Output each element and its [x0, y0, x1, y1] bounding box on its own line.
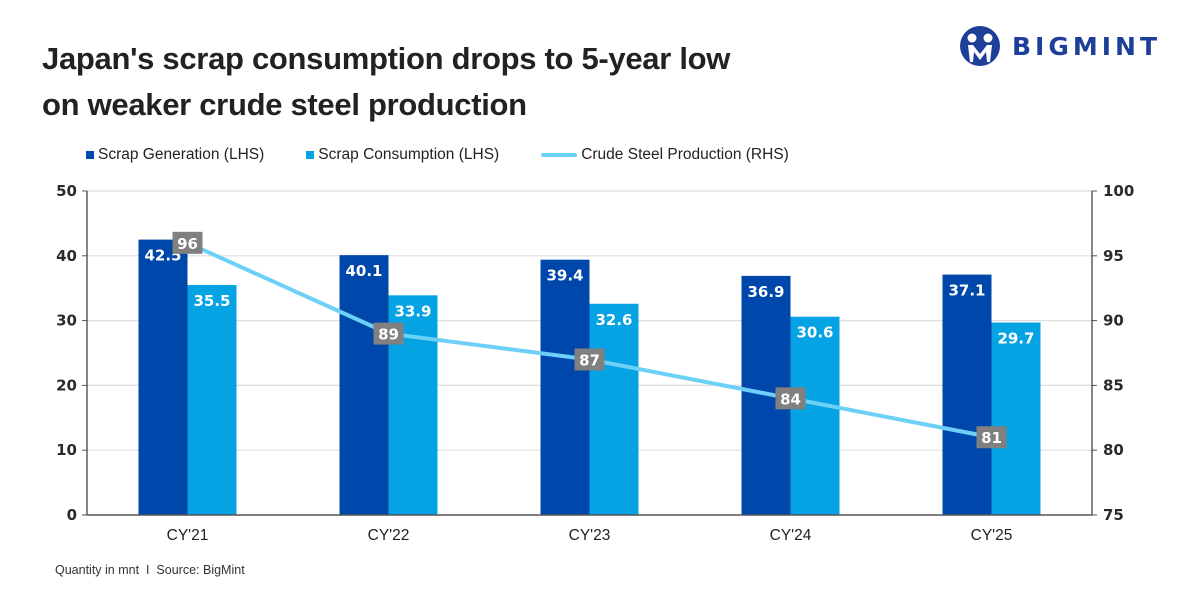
bar-label-scrap-generation: 37.1 — [948, 282, 985, 300]
chart-title-line-1: Japan's scrap consumption drops to 5-yea… — [42, 41, 731, 76]
bar-label-scrap-consumption: 32.6 — [595, 311, 632, 329]
bar-label-scrap-generation: 40.1 — [345, 262, 382, 280]
people-circle-icon — [960, 26, 1000, 66]
right-axis-tick-label: 75 — [1103, 506, 1124, 524]
x-axis-tick-label: CY'24 — [770, 527, 812, 544]
chart-title: Japan's scrap consumption drops to 5-yea… — [42, 36, 730, 128]
chart-legend: Scrap Generation (LHS) Scrap Consumption… — [86, 146, 831, 164]
right-axis-tick-label: 85 — [1103, 376, 1124, 394]
legend-label: Scrap Generation (LHS) — [98, 146, 265, 163]
bar-label-scrap-consumption: 30.6 — [796, 324, 833, 342]
point-label-crude-steel: 96 — [177, 235, 198, 253]
bar-scrap-consumption — [790, 316, 840, 515]
bar-label-scrap-generation: 36.9 — [747, 283, 784, 301]
bar-label-scrap-consumption: 29.7 — [997, 330, 1034, 348]
bar-label-scrap-generation: 39.4 — [546, 267, 583, 285]
left-axis-tick-label: 10 — [56, 441, 77, 459]
legend-label: Crude Steel Production (RHS) — [581, 146, 789, 163]
point-label-box — [574, 348, 605, 371]
logo-text: BIGMINT — [1012, 31, 1162, 61]
data-labels: 42.5 40.1 39.4 36.9 37.1 35.5 33.9 32.6 30.6 29.7… — [144, 231, 1035, 449]
point-label-box — [172, 231, 203, 254]
bar-scrap-generation — [540, 259, 590, 515]
right-axis-tick-label: 100 — [1103, 182, 1134, 200]
left-axis-tick-label: 0 — [67, 506, 77, 524]
bar-label-scrap-generation: 42.5 — [144, 247, 181, 265]
bar-scrap-consumption — [187, 284, 237, 515]
point-label-box — [775, 387, 806, 410]
legend-label: Scrap Consumption (LHS) — [318, 146, 500, 163]
right-axis-tick-label: 90 — [1103, 312, 1124, 330]
point-label-box — [373, 322, 404, 345]
bar-scrap-consumption — [991, 322, 1041, 515]
bars — [138, 239, 1041, 516]
point-label-crude-steel: 89 — [378, 326, 399, 344]
right-axis-tick-label: 95 — [1103, 247, 1124, 265]
point-label-crude-steel: 81 — [981, 429, 1002, 447]
legend-item-scrap-consumption: Scrap Consumption (LHS) — [306, 146, 499, 164]
legend-item-scrap-generation: Scrap Generation (LHS) — [86, 146, 264, 164]
bar-scrap-consumption — [589, 303, 639, 515]
left-axis-tick-label: 20 — [56, 376, 77, 394]
right-axis-tick-label: 80 — [1103, 441, 1124, 459]
legend-line-crude-steel — [541, 153, 578, 157]
axes: 0 10 20 30 40 50 75 80 85 90 95 100 CY'21 CY'22 CY'23 C… — [56, 182, 1134, 544]
x-axis-tick-label: CY'23 — [569, 527, 611, 544]
point-label-box — [976, 426, 1007, 449]
point-label-crude-steel: 87 — [579, 351, 600, 369]
bar-label-scrap-consumption: 33.9 — [394, 302, 431, 320]
left-axis-tick-label: 40 — [56, 247, 77, 265]
left-axis-tick-label: 30 — [56, 312, 77, 330]
x-axis-tick-label: CY'25 — [971, 527, 1013, 544]
legend-item-crude-steel: Crude Steel Production (RHS) — [541, 146, 789, 164]
x-axis-tick-label: CY'22 — [368, 527, 410, 544]
x-axis-tick-label: CY'21 — [167, 527, 209, 544]
footer-note: Quantity in mnt I Source: BigMint — [55, 563, 245, 577]
bar-label-scrap-consumption: 35.5 — [193, 292, 230, 310]
point-label-crude-steel: 84 — [780, 390, 801, 408]
bar-scrap-generation — [138, 239, 188, 515]
bar-scrap-generation — [339, 255, 389, 516]
bigmint-logo: BIGMINT — [958, 24, 1161, 68]
chart-title-line-2: on weaker crude steel production — [42, 87, 527, 122]
bar-scrap-generation — [942, 274, 992, 515]
legend-swatch-scrap-generation — [86, 151, 94, 159]
legend-swatch-scrap-consumption — [306, 151, 315, 159]
left-axis-tick-label: 50 — [56, 182, 77, 200]
